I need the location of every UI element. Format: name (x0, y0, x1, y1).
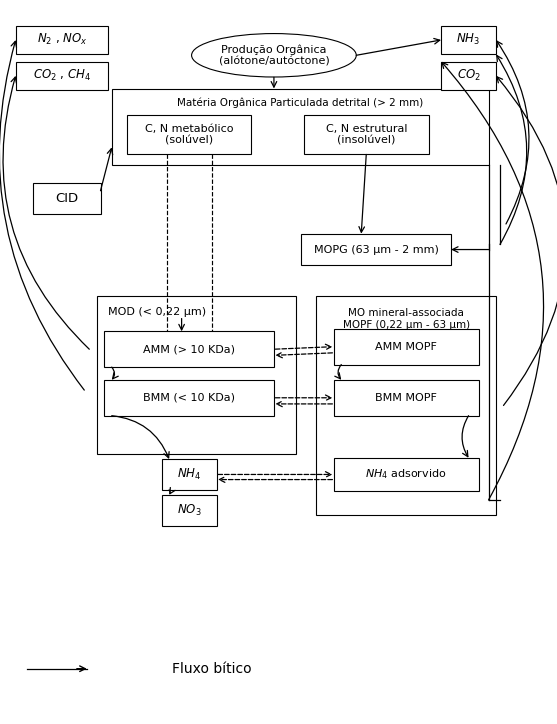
FancyBboxPatch shape (162, 459, 217, 490)
Text: $N_2$ , $NO_x$: $N_2$ , $NO_x$ (37, 33, 87, 48)
Text: CID: CID (55, 192, 79, 205)
Text: C, N estrutural
(insolúvel): C, N estrutural (insolúvel) (325, 124, 407, 146)
Text: $NH_3$: $NH_3$ (457, 33, 481, 48)
FancyBboxPatch shape (301, 234, 451, 266)
FancyBboxPatch shape (16, 26, 108, 54)
FancyBboxPatch shape (334, 380, 478, 416)
Text: $NH_4$: $NH_4$ (177, 467, 201, 482)
FancyBboxPatch shape (334, 329, 478, 365)
FancyBboxPatch shape (33, 182, 100, 214)
FancyBboxPatch shape (97, 295, 296, 454)
FancyBboxPatch shape (334, 458, 478, 491)
Text: BMM MOPF: BMM MOPF (375, 393, 437, 403)
Ellipse shape (192, 33, 356, 77)
FancyBboxPatch shape (441, 62, 496, 90)
FancyBboxPatch shape (104, 380, 274, 416)
FancyBboxPatch shape (316, 295, 496, 515)
FancyBboxPatch shape (104, 332, 274, 367)
Text: AMM MOPF: AMM MOPF (375, 342, 437, 352)
Text: C, N metabólico
(solúvel): C, N metabólico (solúvel) (145, 124, 233, 146)
Text: $NO_3$: $NO_3$ (177, 502, 202, 518)
Text: MOD (< 0,22 μm): MOD (< 0,22 μm) (108, 307, 206, 317)
Text: AMM (> 10 KDa): AMM (> 10 KDa) (143, 344, 235, 354)
FancyBboxPatch shape (112, 88, 488, 165)
FancyBboxPatch shape (441, 26, 496, 54)
Text: $CO_2$: $CO_2$ (457, 68, 481, 83)
Text: Fluxo bítico: Fluxo bítico (172, 662, 251, 675)
Text: $NH_4$ adsorvido: $NH_4$ adsorvido (365, 468, 447, 481)
FancyBboxPatch shape (126, 114, 251, 154)
FancyBboxPatch shape (304, 114, 429, 154)
FancyBboxPatch shape (162, 495, 217, 526)
Text: $CO_2$ , $CH_4$: $CO_2$ , $CH_4$ (33, 68, 91, 83)
Text: BMM (< 10 KDa): BMM (< 10 KDa) (143, 393, 235, 403)
Text: Produção Orgânica
(alótone/autóctone): Produção Orgânica (alótone/autóctone) (218, 44, 329, 67)
Text: MOPG (63 μm - 2 mm): MOPG (63 μm - 2 mm) (314, 245, 439, 255)
FancyBboxPatch shape (16, 62, 108, 90)
Text: Matéria Orgânica Particulada detrital (> 2 mm): Matéria Orgânica Particulada detrital (>… (177, 98, 423, 108)
Text: MO mineral-associada
MOPF (0,22 μm - 63 μm): MO mineral-associada MOPF (0,22 μm - 63 … (343, 308, 470, 330)
